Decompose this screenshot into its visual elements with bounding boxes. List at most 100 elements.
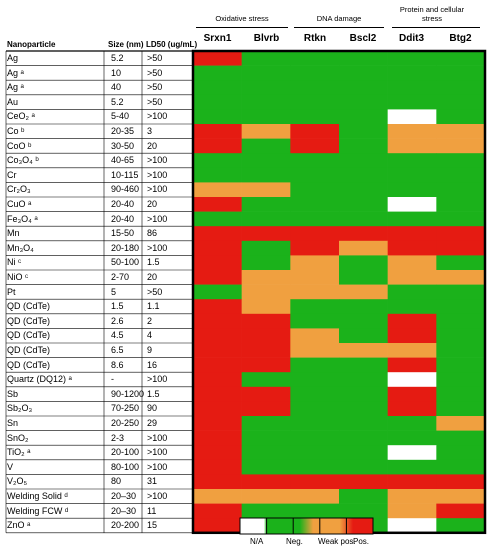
heatmap-cell-18-0 — [193, 313, 242, 329]
row-nanoparticle: SnO₂ — [7, 432, 29, 443]
header-size: Size (nm) — [108, 40, 144, 49]
heatmap-cell-17-0 — [193, 299, 242, 315]
heatmap-cell-0-4 — [387, 51, 437, 66]
column-label-bscl2: Bscl2 — [349, 33, 377, 44]
heatmap-cell-5-0 — [193, 124, 242, 139]
heatmap-cell-22-2 — [290, 372, 340, 388]
heatmap-cell-24-1 — [241, 401, 291, 417]
heatmap-cell-30-2 — [290, 489, 340, 504]
heatmap-cell-5-2 — [290, 124, 340, 139]
heatmap-cell-32-4 — [387, 518, 437, 534]
row-size: 40 — [111, 82, 122, 93]
heatmap-cell-22-4 — [387, 372, 437, 388]
heatmap-cell-17-2 — [290, 299, 340, 315]
row-ld50: >100 — [147, 111, 168, 122]
row-size: 2.6 — [111, 315, 124, 326]
heatmap-cell-23-2 — [290, 386, 340, 402]
header-ld50: LD50 (ug/mL) — [146, 40, 198, 49]
row-nanoparticle: Cr — [7, 169, 17, 180]
heatmap-cell-11-3 — [339, 211, 388, 227]
heatmap-cell-7-1 — [241, 153, 291, 169]
group-underline-protein-cellular-stress — [392, 27, 480, 28]
row-nanoparticle: Au — [7, 96, 19, 107]
column-label-ddit3: Ddit3 — [399, 33, 424, 44]
heatmap-cell-28-0 — [193, 459, 242, 475]
heatmap-cell-25-3 — [339, 416, 388, 431]
heatmap-cell-5-4 — [387, 124, 437, 139]
heatmap-cell-1-5 — [436, 65, 486, 81]
row-ld50: 3 — [147, 126, 153, 136]
heatmap-cell-2-1 — [241, 80, 291, 96]
heatmap-cell-0-5 — [436, 51, 486, 66]
row-size: 20-200 — [111, 520, 140, 531]
group-header-protein-cellular-stress: Protein and cellular stress — [399, 5, 465, 23]
row-size: 5 — [111, 286, 117, 297]
heatmap-cell-28-1 — [241, 459, 291, 475]
heatmap-cell-6-2 — [290, 138, 340, 154]
heatmap-cell-6-3 — [339, 138, 388, 154]
legend-label-weak-pos: Weak pos. — [318, 537, 356, 546]
row-ld50: 29 — [147, 418, 158, 428]
row-size: 90-1200 — [111, 388, 145, 399]
heatmap-cell-25-2 — [290, 416, 340, 431]
heatmap-cell-10-1 — [241, 197, 291, 212]
heatmap-cell-4-1 — [241, 109, 291, 125]
heatmap-cell-27-5 — [436, 445, 486, 461]
heatmap-cell-1-4 — [387, 65, 437, 81]
heatmap-cell-1-0 — [193, 65, 242, 81]
heatmap-cell-11-4 — [387, 211, 437, 227]
row-ld50: >50 — [147, 67, 163, 78]
heatmap-cell-14-1 — [241, 255, 291, 271]
row-nanoparticle: Ag ᵃ — [7, 82, 24, 93]
row-size: 70-250 — [111, 403, 140, 414]
heatmap-cell-9-3 — [339, 182, 388, 198]
heatmap-cell-17-5 — [436, 299, 486, 315]
heatmap-cell-30-4 — [387, 489, 437, 504]
heatmap-cell-10-3 — [339, 197, 388, 212]
row-size: 80 — [111, 476, 122, 487]
row-nanoparticle: Pt — [7, 286, 16, 297]
heatmap-cell-12-5 — [436, 226, 486, 242]
row-ld50: 1.5 — [147, 388, 160, 399]
column-label-srxn1: Srxn1 — [203, 33, 232, 44]
heatmap-cell-4-5 — [436, 109, 486, 125]
heatmap-cell-8-5 — [436, 167, 486, 183]
row-nanoparticle: QD (CdTe) — [7, 330, 51, 341]
heatmap-cell-31-2 — [290, 503, 340, 519]
heatmap-cell-7-5 — [436, 153, 486, 169]
heatmap-cell-12-0 — [193, 226, 242, 242]
heatmap-cell-20-5 — [436, 343, 486, 358]
heatmap-cell-27-4 — [387, 445, 437, 461]
row-size: 50-100 — [111, 257, 140, 268]
heatmap-cell-15-1 — [241, 270, 291, 285]
row-nanoparticle: Ni ᶜ — [7, 257, 22, 268]
row-size: 20-100 — [111, 447, 140, 458]
row-size: 20–30 — [111, 505, 137, 516]
heatmap-cell-15-4 — [387, 270, 437, 285]
row-size: 8.6 — [111, 359, 124, 370]
heatmap-cell-5-3 — [339, 124, 388, 139]
row-nanoparticle: QD (CdTe) — [7, 345, 51, 355]
heatmap-cell-8-1 — [241, 167, 291, 183]
row-nanoparticle: Co₃O₄ ᵇ — [7, 155, 39, 166]
heatmap-cell-30-5 — [436, 489, 486, 504]
heatmap-cell-20-2 — [290, 343, 340, 358]
heatmap-cell-16-3 — [339, 284, 388, 300]
row-size: 10-115 — [111, 169, 139, 180]
row-nanoparticle: Cr₂O₃ — [7, 184, 31, 195]
heatmap-cell-29-2 — [290, 474, 340, 490]
row-nanoparticle: TiO₂ ᵃ — [7, 447, 31, 458]
heatmap-cell-25-5 — [436, 416, 486, 431]
heatmap-cell-14-4 — [387, 255, 437, 271]
heatmap-cell-2-4 — [387, 80, 437, 96]
heatmap-cell-31-5 — [436, 503, 486, 519]
heatmap-cell-26-4 — [387, 430, 437, 446]
heatmap-cell-17-4 — [387, 299, 437, 315]
legend-label-na: N/A — [250, 537, 264, 546]
heatmap-cell-19-5 — [436, 328, 486, 344]
heatmap-cell-21-0 — [193, 357, 242, 373]
heatmap-cell-3-2 — [290, 94, 340, 110]
heatmap-cell-12-3 — [339, 226, 388, 242]
row-ld50: 2 — [147, 315, 153, 326]
